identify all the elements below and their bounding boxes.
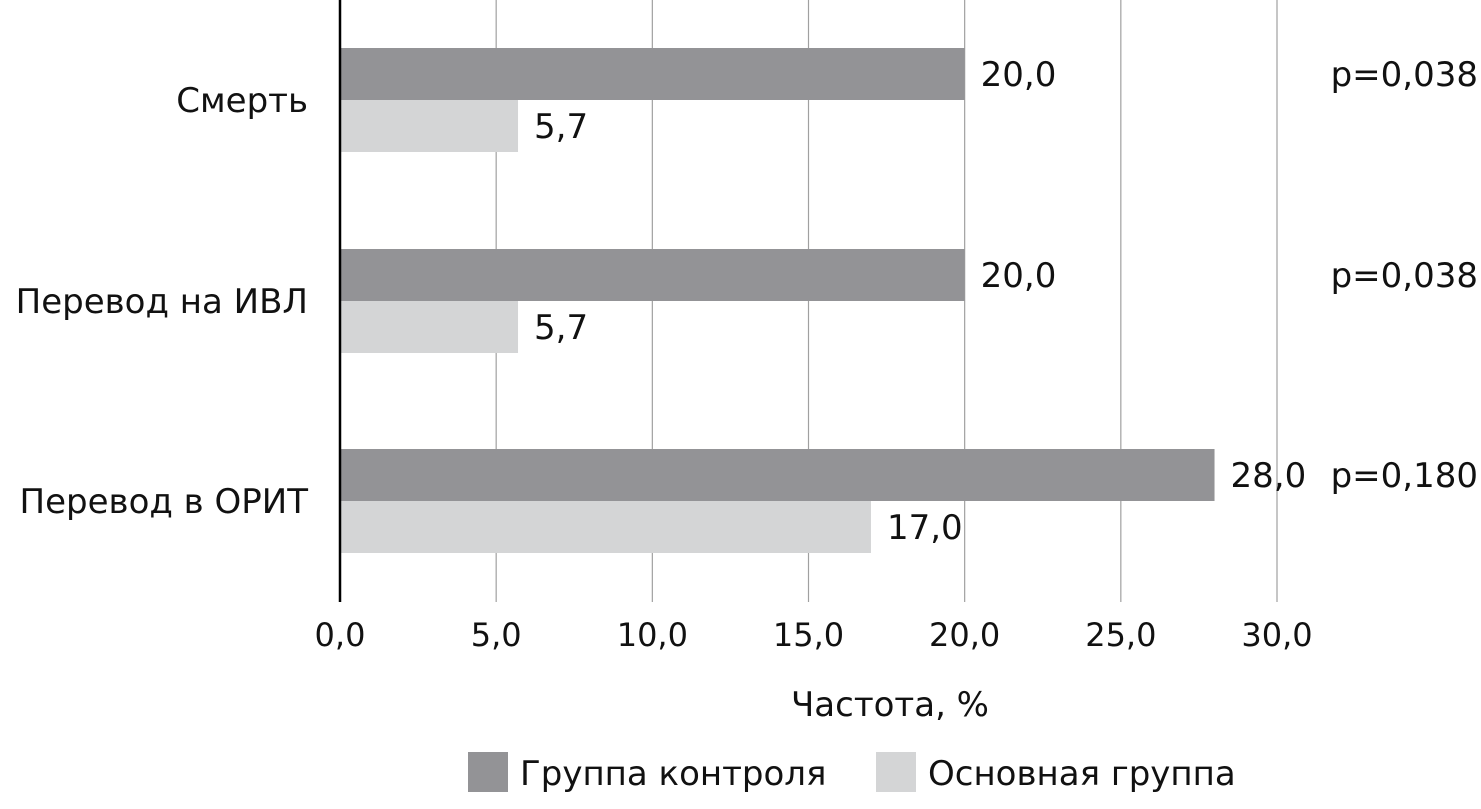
p-value: p=0,038 [1331, 55, 1478, 95]
p-value: p=0,038 [1331, 256, 1478, 296]
bar-control [340, 249, 965, 301]
bar-control [340, 48, 965, 100]
x-tick-label: 15,0 [773, 616, 844, 654]
x-tick-label: 30,0 [1241, 616, 1312, 654]
legend-swatch [468, 752, 508, 792]
legend-label: Основная группа [928, 754, 1236, 794]
bar-value-label: 5,7 [534, 107, 588, 147]
x-tick-label: 20,0 [929, 616, 1000, 654]
x-tick-label: 25,0 [1085, 616, 1156, 654]
bar-value-label: 20,0 [981, 256, 1057, 296]
x-tick-label: 0,0 [315, 616, 366, 654]
bar-main [340, 501, 871, 553]
bar-value-label: 17,0 [887, 508, 963, 548]
bar-value-label: 28,0 [1231, 456, 1307, 496]
x-tick-label: 5,0 [471, 616, 522, 654]
p-value: p=0,180 [1331, 456, 1478, 496]
bar-value-label: 20,0 [981, 55, 1057, 95]
bar-main [340, 100, 519, 152]
category-label: Перевод в ОРИТ [20, 482, 309, 522]
legend-swatch [876, 752, 916, 792]
bar-control [340, 449, 1215, 501]
legend-label: Группа контроля [520, 754, 826, 794]
x-tick-label: 10,0 [617, 616, 688, 654]
bar-main [340, 301, 519, 353]
category-label: Перевод на ИВЛ [16, 282, 308, 322]
category-label: Смерть [176, 81, 308, 121]
x-axis-title: Частота, % [791, 685, 989, 725]
bar-value-label: 5,7 [534, 308, 588, 348]
